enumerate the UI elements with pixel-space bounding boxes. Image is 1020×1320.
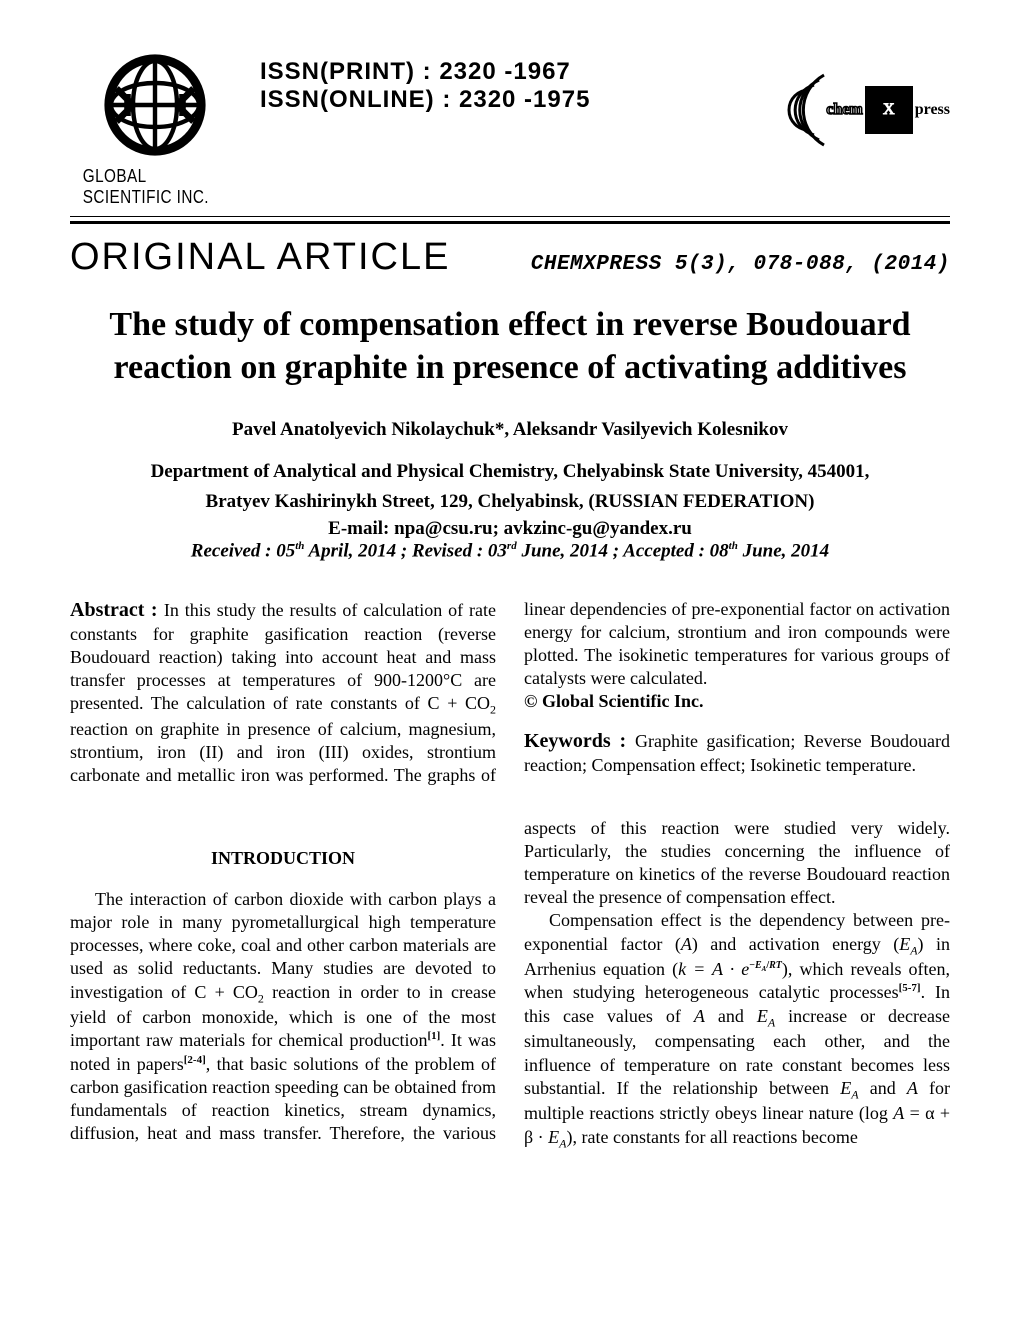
affiliation-line-2: Bratyev Kashirinykh Street, 129, Chelyab… — [70, 489, 950, 515]
dates-line: Received : 05 th April, 2014 ; Revised : … — [70, 540, 950, 562]
issn-block: ISSN(PRINT) : 2320 -1967 ISSN(ONLINE) : … — [240, 58, 650, 114]
p2EAsub3: A — [851, 1087, 858, 1101]
received-rest: April, 2014 ; — [304, 541, 412, 562]
paper-title: The study of compensation effect in reve… — [90, 304, 930, 389]
article-bar: ORIGINAL ARTICLE CHEMXPRESS 5(3), 078-08… — [70, 236, 950, 279]
body-two-column: INTRODUCTION The interaction of carbon d… — [70, 817, 950, 1151]
accepted-sup: th — [729, 540, 738, 552]
publisher-logo-block: GLOBAL SCIENTIFIC INC. — [70, 50, 240, 208]
p2EA4: E — [548, 1127, 559, 1147]
keywords-paragraph: Keywords : Graphite gasification; Revers… — [524, 729, 950, 778]
p2b: ) and activation energy ( — [692, 934, 899, 954]
p2EAsub1: A — [910, 943, 917, 957]
authors: Pavel Anatolyevich Nikolaychuk*, Aleksan… — [70, 419, 950, 441]
p2h: and — [859, 1078, 907, 1098]
email: E-mail: npa@csu.ru; avkzinc-gu@yandex.ru — [70, 518, 950, 540]
p2EA3: E — [840, 1078, 851, 1098]
p1ref2: [2-4] — [184, 1054, 206, 1066]
article-type-label: ORIGINAL ARTICLE — [70, 236, 450, 279]
p2eqsup: −EA/RT — [749, 960, 782, 971]
intro-para-2: Compensation effect is the dependency be… — [524, 909, 950, 1151]
p2EA1: E — [899, 934, 910, 954]
received-label: Received : 05 — [191, 541, 295, 562]
p2f: and — [705, 1006, 757, 1026]
abstract-sub-1: 2 — [490, 703, 496, 717]
p2A3: A — [907, 1078, 918, 1098]
header-row: GLOBAL SCIENTIFIC INC. ISSN(PRINT) : 232… — [70, 50, 950, 208]
chempress-arcs-icon — [764, 65, 834, 155]
p2A2: A — [694, 1006, 705, 1026]
abstract-keywords-block: Abstract : In this study the results of … — [70, 598, 950, 788]
p2A1: A — [681, 934, 692, 954]
accepted-label: Accepted : 08 — [623, 541, 729, 562]
publisher-name: GLOBAL SCIENTIFIC INC. — [83, 166, 228, 208]
header-divider — [70, 216, 950, 224]
revised-rest: June, 2014 ; — [517, 541, 623, 562]
revised-sup: rd — [507, 540, 517, 552]
logo-press: press — [915, 101, 950, 119]
p2EAsub4: A — [559, 1136, 566, 1150]
logo-x: X — [865, 86, 913, 134]
copyright-line: © Global Scientific Inc. — [524, 690, 950, 713]
logo-chem: chem — [826, 101, 862, 119]
chempress-logo-block: chem X press — [650, 50, 950, 170]
accepted-rest: June, 2014 — [738, 541, 829, 562]
p2A4: A — [893, 1103, 904, 1123]
issn-print: ISSN(PRINT) : 2320 -1967 — [260, 58, 650, 86]
p2k: ), rate constants for all reactions beco… — [567, 1127, 858, 1147]
issn-online: ISSN(ONLINE) : 2320 -1975 — [260, 86, 650, 114]
globe-logo-icon — [100, 50, 210, 160]
p2EA2: E — [757, 1006, 768, 1026]
p2eq: k = A · e — [678, 959, 749, 979]
p1ref1: [1] — [427, 1030, 440, 1042]
keywords-label: Keywords : — [524, 730, 635, 752]
p2ref: [5-7] — [899, 982, 921, 994]
revised-label: Revised : 03 — [412, 541, 507, 562]
citation: CHEMXPRESS 5(3), 078-088, (2014) — [531, 253, 950, 276]
affiliation-line-1: Department of Analytical and Physical Ch… — [70, 459, 950, 485]
abstract-label: Abstract : — [70, 599, 164, 621]
introduction-heading: INTRODUCTION — [70, 847, 496, 870]
